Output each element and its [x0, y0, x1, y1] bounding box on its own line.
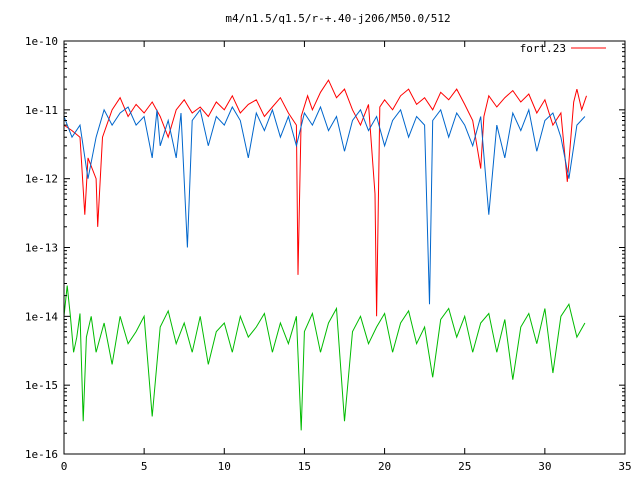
x-tick-label: 5 [141, 460, 148, 473]
x-tick-label: 15 [298, 460, 311, 473]
series-line-1 [63, 105, 586, 305]
x-tick-label: 20 [378, 460, 391, 473]
y-tick-label: 1e-16 [25, 448, 58, 461]
y-tick-label: 1e-13 [25, 242, 58, 255]
y-tick-label: 1e-14 [25, 310, 58, 323]
x-tick-label: 35 [618, 460, 631, 473]
y-tick-label: 1e-15 [25, 379, 58, 392]
y-tick-label: 1e-12 [25, 173, 58, 186]
legend-label-fort-23: fort.23 [520, 42, 566, 55]
x-axis: 0 5 10 15 20 25 30 35 [61, 41, 632, 473]
plot-area [63, 79, 587, 431]
y-axis: 1e-16 1e-15 1e-14 1e-13 1e-12 1e-11 1e-10 [25, 35, 625, 461]
y-tick-label: 1e-10 [25, 35, 58, 48]
y-tick-label: 1e-11 [25, 104, 58, 117]
legend: fort.23 [520, 42, 606, 55]
x-tick-label: 30 [538, 460, 551, 473]
plot-frame [63, 40, 626, 455]
x-tick-label: 25 [458, 460, 471, 473]
series-line-2 [63, 285, 586, 431]
series-line-0 [63, 79, 587, 317]
x-tick-label: 10 [218, 460, 231, 473]
x-tick-label: 0 [61, 460, 68, 473]
chart-title: m4/n1.5/q1.5/r-+.40-j206/M50.0/512 [225, 12, 450, 25]
